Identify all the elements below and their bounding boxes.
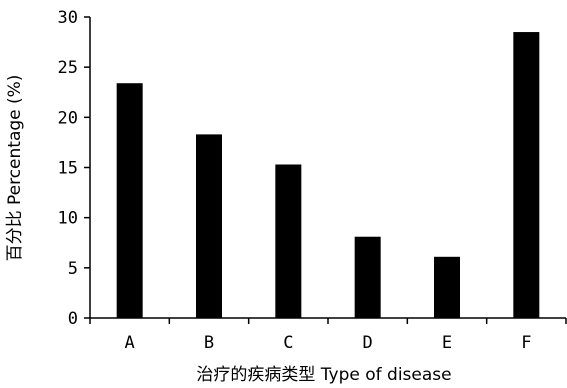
y-axis: 0 5 10 15 20 25 30 xyxy=(58,8,91,329)
category-label-b: B xyxy=(204,333,214,353)
y-tick-label: 25 xyxy=(58,58,78,78)
x-axis xyxy=(89,317,567,324)
x-ticks xyxy=(89,318,567,324)
bar-d xyxy=(354,236,381,318)
y-tick-label: 10 xyxy=(58,209,78,229)
y-ticks: 0 5 10 15 20 25 30 xyxy=(58,8,90,329)
bar-e xyxy=(434,256,460,318)
category-label-a: A xyxy=(125,333,135,353)
y-tick-label: 20 xyxy=(58,108,78,128)
bar-a xyxy=(116,83,143,318)
y-tick-label: 30 xyxy=(58,8,78,28)
bars xyxy=(116,32,540,319)
y-tick-label: 15 xyxy=(58,159,78,179)
y-axis-title: 百分比 Percentage (%) xyxy=(5,75,25,262)
bar-f xyxy=(513,32,540,319)
bar-c xyxy=(275,164,302,318)
category-label-f: F xyxy=(521,333,531,353)
category-label-c: C xyxy=(283,333,293,353)
y-tick-label: 0 xyxy=(68,309,78,329)
x-axis-title: 治疗的疾病类型 Type of disease xyxy=(196,365,451,385)
category-label-e: E xyxy=(442,333,452,353)
category-label-d: D xyxy=(363,333,373,353)
y-tick-label: 5 xyxy=(68,259,78,279)
category-labels: A B C D E F xyxy=(125,333,532,353)
bar-b xyxy=(196,134,222,318)
